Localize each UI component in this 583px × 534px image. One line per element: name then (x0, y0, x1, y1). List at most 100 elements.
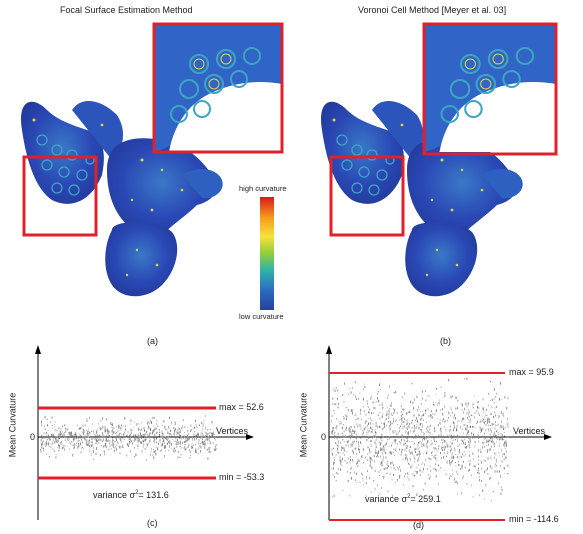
noise-point (421, 415, 423, 417)
noise-point (402, 435, 403, 439)
noise-point (114, 433, 116, 435)
noise-point (53, 450, 55, 452)
noise-point (175, 446, 177, 449)
noise-point (180, 446, 182, 448)
noise-point (411, 420, 413, 422)
zero-label-c: 0 (30, 432, 36, 442)
noise-point (99, 435, 101, 438)
noise-point (155, 432, 157, 435)
noise-point (484, 422, 485, 424)
noise-point (91, 437, 93, 439)
noise-point (158, 443, 159, 445)
noise-point (338, 451, 340, 454)
noise-point (73, 444, 75, 447)
noise-point (150, 448, 152, 451)
noise-point (383, 445, 384, 448)
noise-point (450, 406, 452, 409)
noise-point (503, 458, 505, 461)
noise-point (505, 441, 507, 444)
noise-point (334, 437, 336, 440)
ylabel-c: Mean Curvature (7, 392, 18, 458)
noise-point (401, 423, 403, 426)
noise-point (210, 451, 211, 453)
noise-point (403, 420, 405, 424)
noise-point (489, 448, 491, 451)
noise-point (176, 441, 177, 443)
noise-point (497, 429, 499, 431)
noise-point (342, 457, 343, 461)
noise-point (149, 440, 151, 443)
noise-point (498, 397, 500, 400)
noise-point (492, 490, 494, 493)
noise-point (444, 440, 445, 443)
noise-point (368, 423, 369, 426)
noise-point (52, 441, 53, 444)
noise-point (186, 438, 188, 440)
noise-point (489, 476, 491, 480)
noise-point (500, 464, 501, 468)
noise-point (214, 449, 216, 451)
noise-point (494, 443, 496, 446)
noise-point (399, 430, 401, 432)
noise-point (103, 445, 104, 448)
noise-point (357, 465, 359, 468)
noise-point (358, 447, 359, 451)
noise-point (393, 467, 395, 469)
noise-point (368, 422, 370, 424)
noise-point (129, 439, 131, 441)
noise-point (119, 438, 121, 440)
noise-point (111, 426, 113, 428)
noise-point (161, 432, 163, 434)
noise-point (164, 446, 165, 449)
noise-point (165, 437, 166, 439)
noise-point (498, 455, 500, 457)
noise-point (412, 473, 414, 475)
noise-point (429, 465, 431, 468)
noise-point (455, 462, 456, 463)
noise-point (436, 418, 438, 419)
noise-point (472, 406, 474, 409)
noise-point (140, 442, 142, 444)
noise-point (487, 467, 488, 470)
noise-point (449, 441, 451, 443)
noise-point (382, 455, 384, 458)
noise-point (500, 382, 501, 385)
noise-point (494, 470, 496, 473)
noise-point (496, 431, 498, 433)
noise-point (339, 422, 341, 425)
noise-point (391, 413, 392, 416)
noise-point (151, 454, 153, 456)
noise-point (437, 483, 439, 486)
noise-point (423, 436, 425, 438)
noise-point (463, 417, 464, 420)
noise-point (450, 449, 451, 452)
noise-point (472, 452, 474, 455)
noise-point (436, 460, 438, 462)
noise-point (387, 461, 388, 463)
noise-point (372, 438, 373, 439)
noise-point (422, 390, 423, 393)
noise-point (376, 455, 377, 458)
noise-point (484, 418, 486, 420)
noise-point (465, 446, 467, 449)
noise-point (350, 410, 352, 412)
noise-point (120, 440, 122, 443)
noise-point (215, 447, 217, 450)
noise-point (331, 432, 333, 435)
noise-point (407, 457, 408, 460)
noise-point (485, 408, 487, 412)
noise-point (409, 451, 411, 455)
noise-point (67, 440, 69, 441)
noise-point (440, 430, 442, 433)
noise-point (377, 391, 379, 393)
noise-point (445, 472, 447, 475)
noise-point (464, 438, 466, 441)
noise-point (411, 427, 413, 428)
noise-point (44, 415, 46, 419)
noise-point (189, 437, 191, 439)
noise-point (495, 458, 497, 462)
noise-point (382, 447, 384, 450)
noise-point (41, 437, 42, 439)
noise-point (132, 429, 133, 431)
noise-point (409, 446, 411, 449)
